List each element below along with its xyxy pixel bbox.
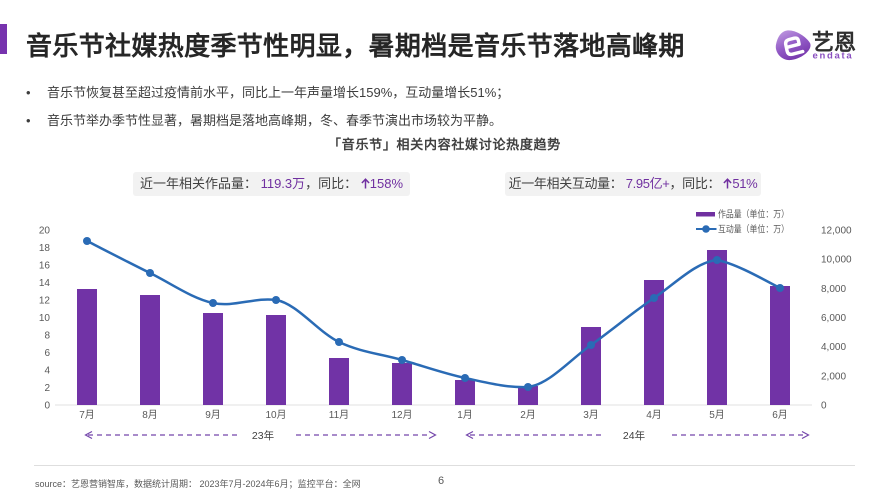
svg-text:18: 18 [39, 243, 51, 254]
svg-text:6,000: 6,000 [821, 313, 846, 324]
svg-text:互动量（单位：万）: 互动量（单位：万） [718, 224, 789, 236]
svg-text:10,000: 10,000 [821, 255, 852, 266]
svg-text:12: 12 [39, 296, 51, 307]
svg-text:4: 4 [44, 366, 50, 377]
svg-text:20: 20 [39, 226, 51, 237]
svg-text:5月: 5月 [709, 409, 725, 421]
svg-text:endata: endata [813, 51, 854, 62]
svg-text:1月: 1月 [457, 409, 473, 421]
svg-text:3月: 3月 [583, 409, 599, 421]
svg-text:10: 10 [39, 313, 51, 324]
svg-text:4,000: 4,000 [821, 342, 846, 353]
svg-text:11月: 11月 [329, 409, 349, 421]
svg-text:16: 16 [39, 261, 51, 272]
svg-text:作品量（单位：万）: 作品量（单位：万） [718, 209, 789, 221]
svg-text:8,000: 8,000 [821, 284, 846, 295]
svg-text:12,000: 12,000 [821, 226, 852, 237]
svg-text:2,000: 2,000 [821, 371, 846, 382]
svg-text:2: 2 [44, 383, 50, 394]
svg-text:4月: 4月 [646, 409, 662, 421]
svg-text:6: 6 [44, 348, 50, 359]
svg-text:24年: 24年 [623, 429, 645, 442]
svg-text:0: 0 [44, 401, 50, 412]
svg-text:8月: 8月 [142, 409, 158, 421]
svg-text:14: 14 [39, 278, 51, 289]
svg-text:艺恩: 艺恩 [812, 30, 856, 55]
svg-text:7月: 7月 [79, 409, 95, 421]
svg-text:9月: 9月 [205, 409, 221, 421]
svg-text:10月: 10月 [265, 409, 286, 421]
svg-text:8: 8 [44, 331, 50, 342]
svg-text:23年: 23年 [252, 429, 274, 442]
svg-text:12月: 12月 [391, 409, 412, 421]
svg-text:6月: 6月 [772, 409, 788, 421]
svg-text:0: 0 [821, 401, 827, 412]
svg-text:2月: 2月 [520, 409, 536, 421]
